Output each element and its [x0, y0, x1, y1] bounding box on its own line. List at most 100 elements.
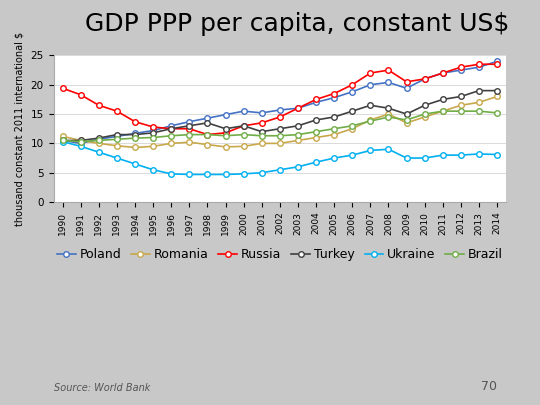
Turkey — [367, 103, 374, 108]
Text: Source: World Bank: Source: World Bank — [54, 383, 150, 393]
Poland — [458, 68, 464, 72]
Ukraine — [168, 171, 174, 176]
Poland — [186, 119, 193, 124]
Russia — [349, 82, 355, 87]
Ukraine — [204, 172, 211, 177]
Brazil — [458, 109, 464, 113]
Turkey — [349, 109, 355, 113]
Turkey — [440, 97, 446, 102]
Brazil — [240, 132, 247, 137]
Ukraine — [186, 172, 193, 177]
Russia — [367, 70, 374, 75]
Brazil — [96, 138, 102, 143]
Russia — [59, 86, 66, 91]
Russia — [458, 65, 464, 70]
Turkey — [240, 124, 247, 128]
Poland — [204, 116, 211, 121]
Ukraine — [476, 151, 482, 156]
Poland — [150, 128, 157, 133]
Romania — [259, 141, 265, 146]
Romania — [59, 134, 66, 139]
Ukraine — [132, 162, 138, 166]
Russia — [295, 106, 301, 111]
Brazil — [349, 124, 355, 128]
Romania — [96, 141, 102, 146]
Brazil — [204, 132, 211, 137]
Poland — [276, 108, 283, 113]
Russia — [113, 109, 120, 113]
Turkey — [295, 124, 301, 128]
Line: Russia: Russia — [60, 62, 500, 137]
Turkey — [259, 129, 265, 134]
Poland — [59, 138, 66, 143]
Romania — [150, 144, 157, 149]
Romania — [113, 143, 120, 148]
Poland — [494, 59, 501, 64]
Ukraine — [313, 160, 319, 164]
Russia — [259, 120, 265, 125]
Turkey — [331, 115, 338, 119]
Turkey — [494, 88, 501, 93]
Romania — [440, 109, 446, 113]
Poland — [295, 106, 301, 111]
Russia — [403, 79, 410, 84]
Ukraine — [349, 153, 355, 158]
Poland — [331, 95, 338, 100]
Turkey — [276, 126, 283, 131]
Russia — [313, 97, 319, 102]
Ukraine — [240, 171, 247, 176]
Brazil — [59, 138, 66, 143]
Brazil — [385, 115, 392, 119]
Brazil — [150, 135, 157, 140]
Brazil — [421, 112, 428, 117]
Russia — [385, 68, 392, 72]
Brazil — [331, 126, 338, 131]
Turkey — [132, 132, 138, 137]
Poland — [240, 109, 247, 113]
Poland — [168, 124, 174, 128]
Russia — [421, 77, 428, 81]
Line: Romania: Romania — [60, 94, 500, 150]
Romania — [313, 135, 319, 140]
Ukraine — [385, 147, 392, 152]
Romania — [331, 132, 338, 137]
Poland — [476, 65, 482, 70]
Romania — [458, 103, 464, 108]
Line: Brazil: Brazil — [60, 109, 500, 145]
Ukraine — [222, 172, 229, 177]
Brazil — [168, 133, 174, 138]
Poland — [440, 70, 446, 75]
Turkey — [458, 94, 464, 99]
Romania — [168, 141, 174, 146]
Russia — [240, 124, 247, 128]
Romania — [494, 94, 501, 99]
Poland — [222, 112, 229, 117]
Poland — [96, 137, 102, 142]
Ukraine — [276, 167, 283, 172]
Ukraine — [96, 150, 102, 155]
Brazil — [403, 117, 410, 122]
Brazil — [476, 109, 482, 113]
Turkey — [150, 130, 157, 135]
Brazil — [276, 133, 283, 138]
Brazil — [186, 132, 193, 137]
Ukraine — [440, 153, 446, 158]
Brazil — [113, 137, 120, 142]
Brazil — [259, 133, 265, 138]
Turkey — [168, 126, 174, 131]
Y-axis label: thousand constant 2011 international $: thousand constant 2011 international $ — [15, 32, 25, 226]
Romania — [77, 138, 84, 143]
Russia — [440, 70, 446, 75]
Poland — [349, 90, 355, 94]
Ukraine — [494, 152, 501, 157]
Turkey — [113, 132, 120, 137]
Poland — [132, 131, 138, 136]
Romania — [385, 112, 392, 117]
Romania — [295, 138, 301, 143]
Romania — [476, 100, 482, 105]
Turkey — [476, 88, 482, 93]
Poland — [77, 141, 84, 146]
Romania — [403, 120, 410, 125]
Russia — [276, 115, 283, 119]
Line: Poland: Poland — [60, 59, 500, 146]
